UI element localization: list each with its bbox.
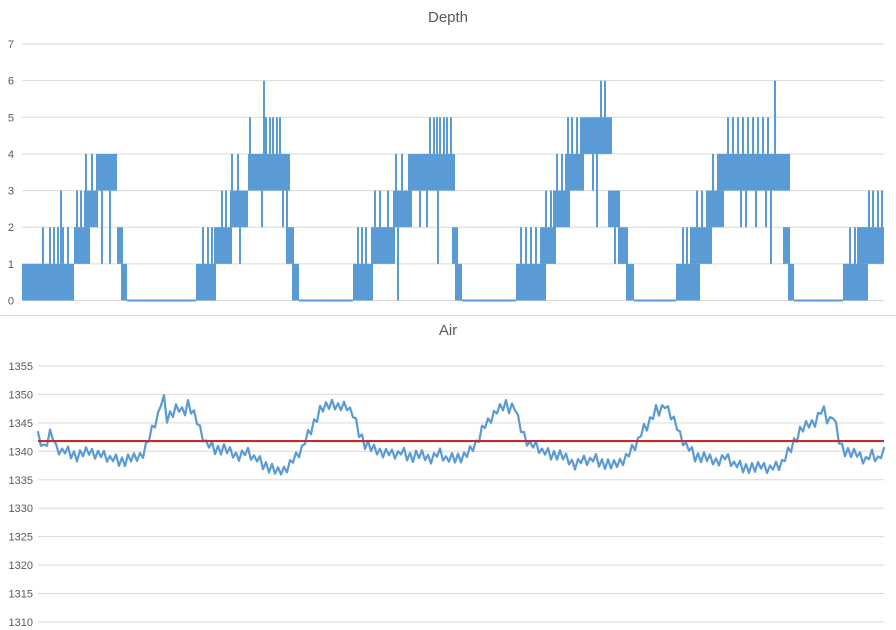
depth-series-band: [117, 227, 123, 264]
y-tick-label: 1325: [9, 532, 33, 544]
depth-series-band: [857, 227, 884, 264]
y-tick-label: 1320: [9, 560, 33, 572]
depth-series-band: [788, 263, 794, 301]
depth-series-band: [708, 190, 724, 228]
depth-chart-plot: 0 1 2 3 4 5 6 7: [8, 39, 884, 308]
depth-series-band: [553, 190, 570, 228]
depth-series-band: [690, 227, 712, 264]
depth-series-band: [121, 263, 127, 301]
y-tick-label: 7: [8, 39, 14, 51]
depth-series-band: [582, 117, 612, 154]
depth-series-band: [84, 190, 98, 228]
depth-series-band: [371, 227, 395, 264]
depth-series-band: [393, 190, 412, 228]
y-tick-label: 1335: [9, 475, 33, 487]
y-tick-label: 1: [8, 259, 14, 271]
y-tick-label: 5: [8, 112, 14, 124]
depth-series-band: [230, 190, 248, 228]
y-tick-label: 4: [8, 149, 14, 161]
y-tick-label: 1340: [9, 446, 33, 458]
depth-series-band: [292, 263, 299, 301]
chart-divider: [0, 315, 896, 316]
y-tick-label: 0: [8, 296, 14, 308]
y-tick-label: 3: [8, 186, 14, 198]
y-tick-label: 1350: [9, 389, 33, 401]
depth-series-band: [216, 227, 232, 264]
depth-series-band: [718, 153, 790, 191]
y-tick-label: 1345: [9, 418, 33, 430]
y-tick-label: 6: [8, 76, 14, 88]
depth-series-band: [783, 227, 790, 264]
depth-series-band: [96, 153, 117, 191]
y-tick-label: 1310: [9, 617, 33, 629]
y-tick-label: 1315: [9, 589, 33, 601]
depth-series-band: [248, 153, 290, 191]
y-tick-label: 2: [8, 222, 14, 234]
depth-series-band: [676, 263, 700, 301]
depth-series-band: [196, 263, 216, 301]
depth-series-band: [353, 263, 373, 301]
air-series-line: [36, 394, 886, 476]
depth-series-band: [288, 227, 294, 264]
depth-series-band: [542, 227, 556, 264]
depth-series-band: [608, 190, 620, 228]
depth-series-band: [455, 263, 462, 301]
depth-series-band: [516, 263, 546, 301]
depth-series-band: [408, 153, 455, 191]
y-tick-label: 1355: [9, 361, 33, 373]
y-tick-label: 1330: [9, 503, 33, 515]
depth-series-band: [566, 153, 584, 191]
depth-series-band: [452, 227, 458, 264]
depth-series-band: [843, 263, 868, 301]
depth-series-band: [22, 263, 74, 301]
depth-series-band: [618, 227, 628, 264]
air-chart-plot: 1310 1315 1320 1325 1330 1335 1340 1345 1350 1355: [9, 361, 886, 629]
depth-series-band: [626, 263, 634, 301]
depth-series-band: [74, 227, 90, 264]
